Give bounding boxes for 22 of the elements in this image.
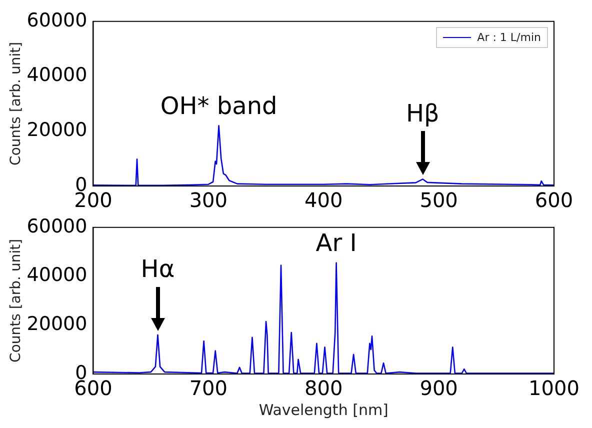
annotation: Ar I	[316, 229, 357, 258]
x-axis-title: Wavelength [nm]	[258, 400, 388, 419]
x-tick-label: 300	[189, 188, 228, 212]
y-tick-label: 20000	[26, 119, 88, 142]
y-axis-title: Counts [arb. unit]	[8, 42, 24, 166]
x-tick-label: 800	[304, 376, 343, 400]
x-tick-label: 500	[420, 188, 458, 212]
y-tick-label: 20000	[26, 313, 88, 336]
legend-label: Ar : 1 L/min	[477, 31, 541, 44]
y-tick-label: 40000	[26, 264, 88, 286]
y-tick-label: 60000	[26, 215, 88, 238]
x-tick-label: 1000	[528, 376, 580, 400]
x-tick-label: 700	[189, 376, 228, 400]
annotation: OH* band	[160, 92, 278, 120]
annotation: Hβ	[406, 99, 440, 128]
annotation: Hα	[140, 255, 175, 284]
x-tick-label: 600	[534, 188, 574, 212]
x-tick-label: 900	[420, 376, 458, 400]
y-tick-label: 60000	[26, 9, 88, 32]
y-tick-label: 40000	[26, 64, 88, 86]
x-tick-label: 400	[304, 188, 343, 212]
y-axis-title: Counts [arb. unit]	[8, 238, 24, 362]
